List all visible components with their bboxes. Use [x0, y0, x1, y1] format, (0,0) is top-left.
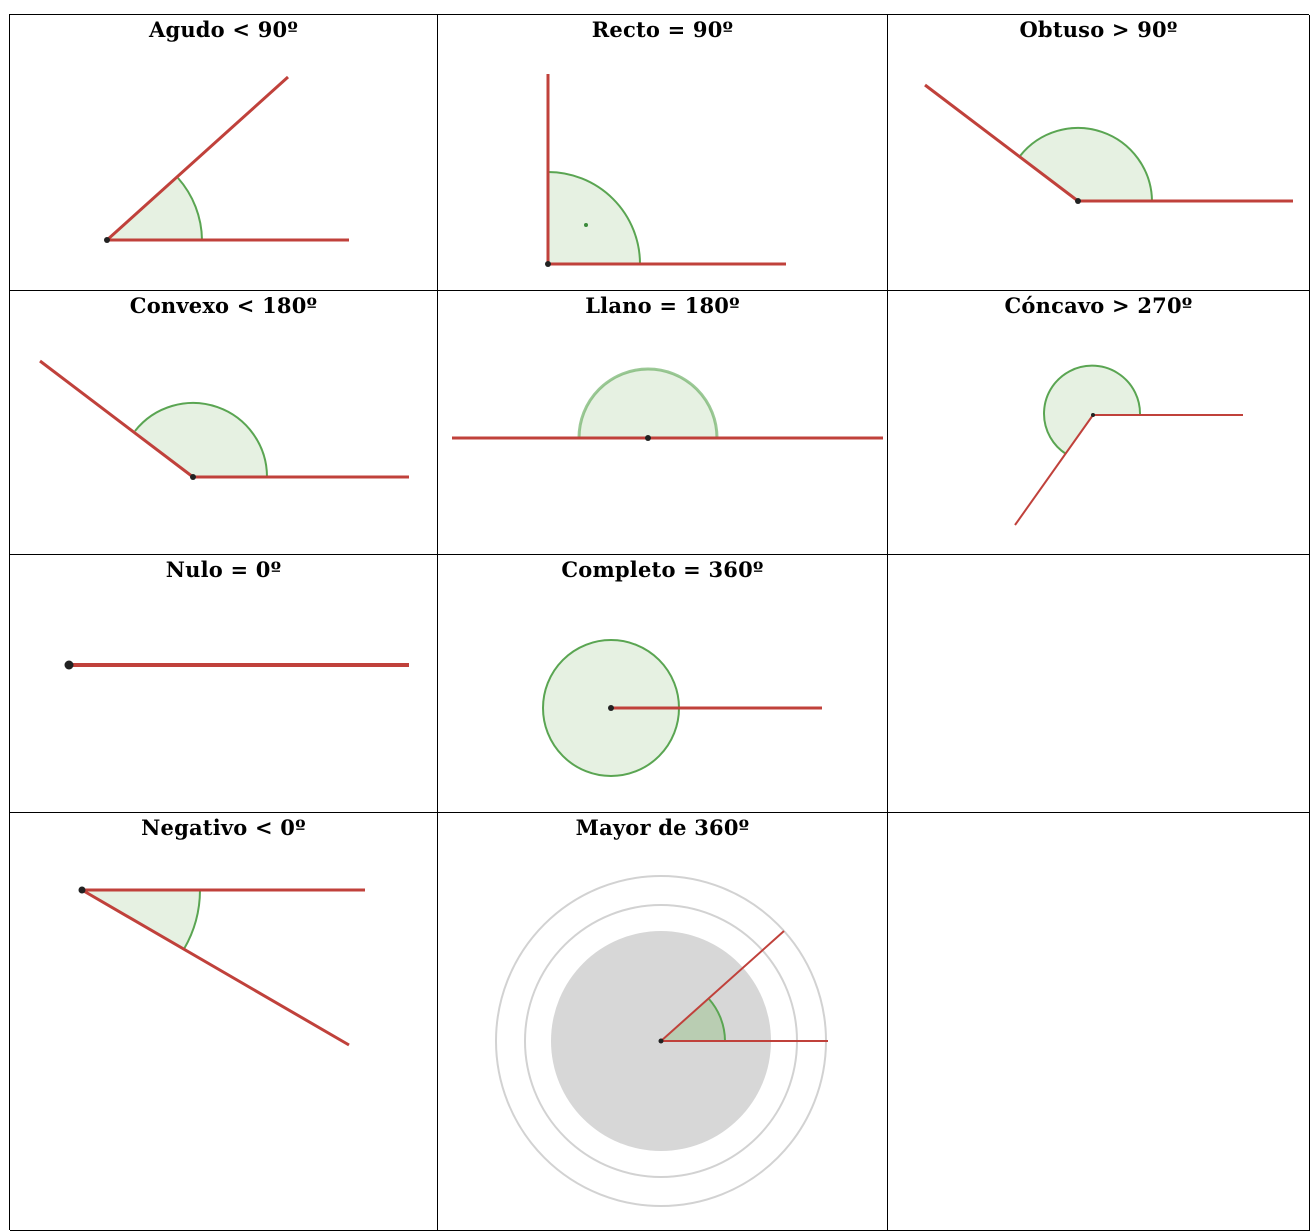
ray-terminal — [81, 888, 350, 1047]
cell-concavo: Cóncavo > 270º — [888, 291, 1310, 555]
cell-negativo: Negativo < 0º — [10, 813, 438, 1231]
angle-arc — [579, 369, 717, 438]
cell-title: Llano = 180º — [585, 293, 740, 318]
vertex-point — [104, 237, 110, 243]
angle-types-table: Agudo < 90º Recto = 90º Obtuso > 90º — [9, 14, 1310, 1231]
angle-arc-stroke — [1043, 364, 1142, 455]
vertex-point — [1075, 198, 1081, 204]
cell-title: Completo = 360º — [561, 557, 764, 582]
cell-nulo: Nulo = 0º — [10, 555, 438, 813]
angle-arc — [135, 402, 267, 477]
cell-title: Recto = 90º — [591, 17, 734, 42]
ray-terminal — [660, 930, 785, 1042]
cell-obtuso: Obtuso > 90º — [888, 15, 1310, 291]
null-angle-figure — [64, 660, 409, 670]
vertex-point — [645, 435, 651, 441]
cell-title: Convexo < 180º — [129, 293, 318, 318]
vertex-point — [545, 261, 551, 267]
angle-arc — [1020, 127, 1152, 201]
angle-arc — [1044, 365, 1141, 454]
cell-recto: Recto = 90º — [438, 15, 888, 291]
cell-title: Agudo < 90º — [148, 17, 299, 42]
angle-arc-stroke — [547, 171, 641, 265]
cell-title: Negativo < 0º — [141, 815, 306, 840]
cell-completo: Completo = 360º — [438, 555, 888, 813]
angle-arc-stroke — [183, 889, 201, 950]
vertex-point — [608, 705, 614, 711]
vertex-point — [658, 1038, 664, 1044]
straight-angle-figure — [452, 367, 883, 441]
cell-empty — [888, 813, 1310, 1231]
cell-llano: Llano = 180º — [438, 291, 888, 555]
angle-arc — [82, 890, 200, 949]
angle-arc — [661, 999, 725, 1041]
cell-title: Mayor de 360º — [575, 815, 750, 840]
concave-angle-figure — [1014, 364, 1243, 526]
ray-terminal — [1014, 414, 1094, 526]
cell-title: Nulo = 0º — [165, 557, 282, 582]
vertex-point — [190, 474, 196, 480]
acute-angle-figure — [104, 75, 349, 243]
angle-arc — [107, 178, 202, 240]
ray-terminal — [39, 359, 194, 479]
right-angle-dot — [584, 223, 588, 227]
angle-arc-stroke — [1019, 127, 1153, 202]
angle-arc-stroke — [177, 177, 203, 241]
convex-angle-figure — [39, 359, 409, 480]
cell-agudo: Agudo < 90º — [10, 15, 438, 291]
angle-arc-stroke — [134, 402, 268, 478]
ray-terminal — [105, 75, 290, 242]
right-angle-figure — [545, 74, 786, 267]
cell-title: Obtuso > 90º — [1019, 17, 1178, 42]
cell-mayor360: Mayor de 360º — [438, 813, 888, 1231]
over-360-angle-figure — [495, 875, 828, 1207]
angle-arc — [548, 172, 640, 264]
ray-terminal — [924, 83, 1079, 203]
angle-arc-stroke — [577, 367, 719, 439]
cell-empty — [888, 555, 1310, 813]
cell-title: Cóncavo > 270º — [1004, 293, 1193, 318]
vertex-point — [1091, 413, 1095, 417]
full-angle-figure — [542, 639, 822, 777]
vertex-point — [78, 886, 86, 894]
negative-angle-figure — [78, 886, 365, 1047]
vertex-point — [64, 660, 74, 670]
cell-convexo: Convexo < 180º — [10, 291, 438, 555]
angle-arc-stroke — [708, 998, 726, 1042]
obtuse-angle-figure — [924, 83, 1293, 204]
